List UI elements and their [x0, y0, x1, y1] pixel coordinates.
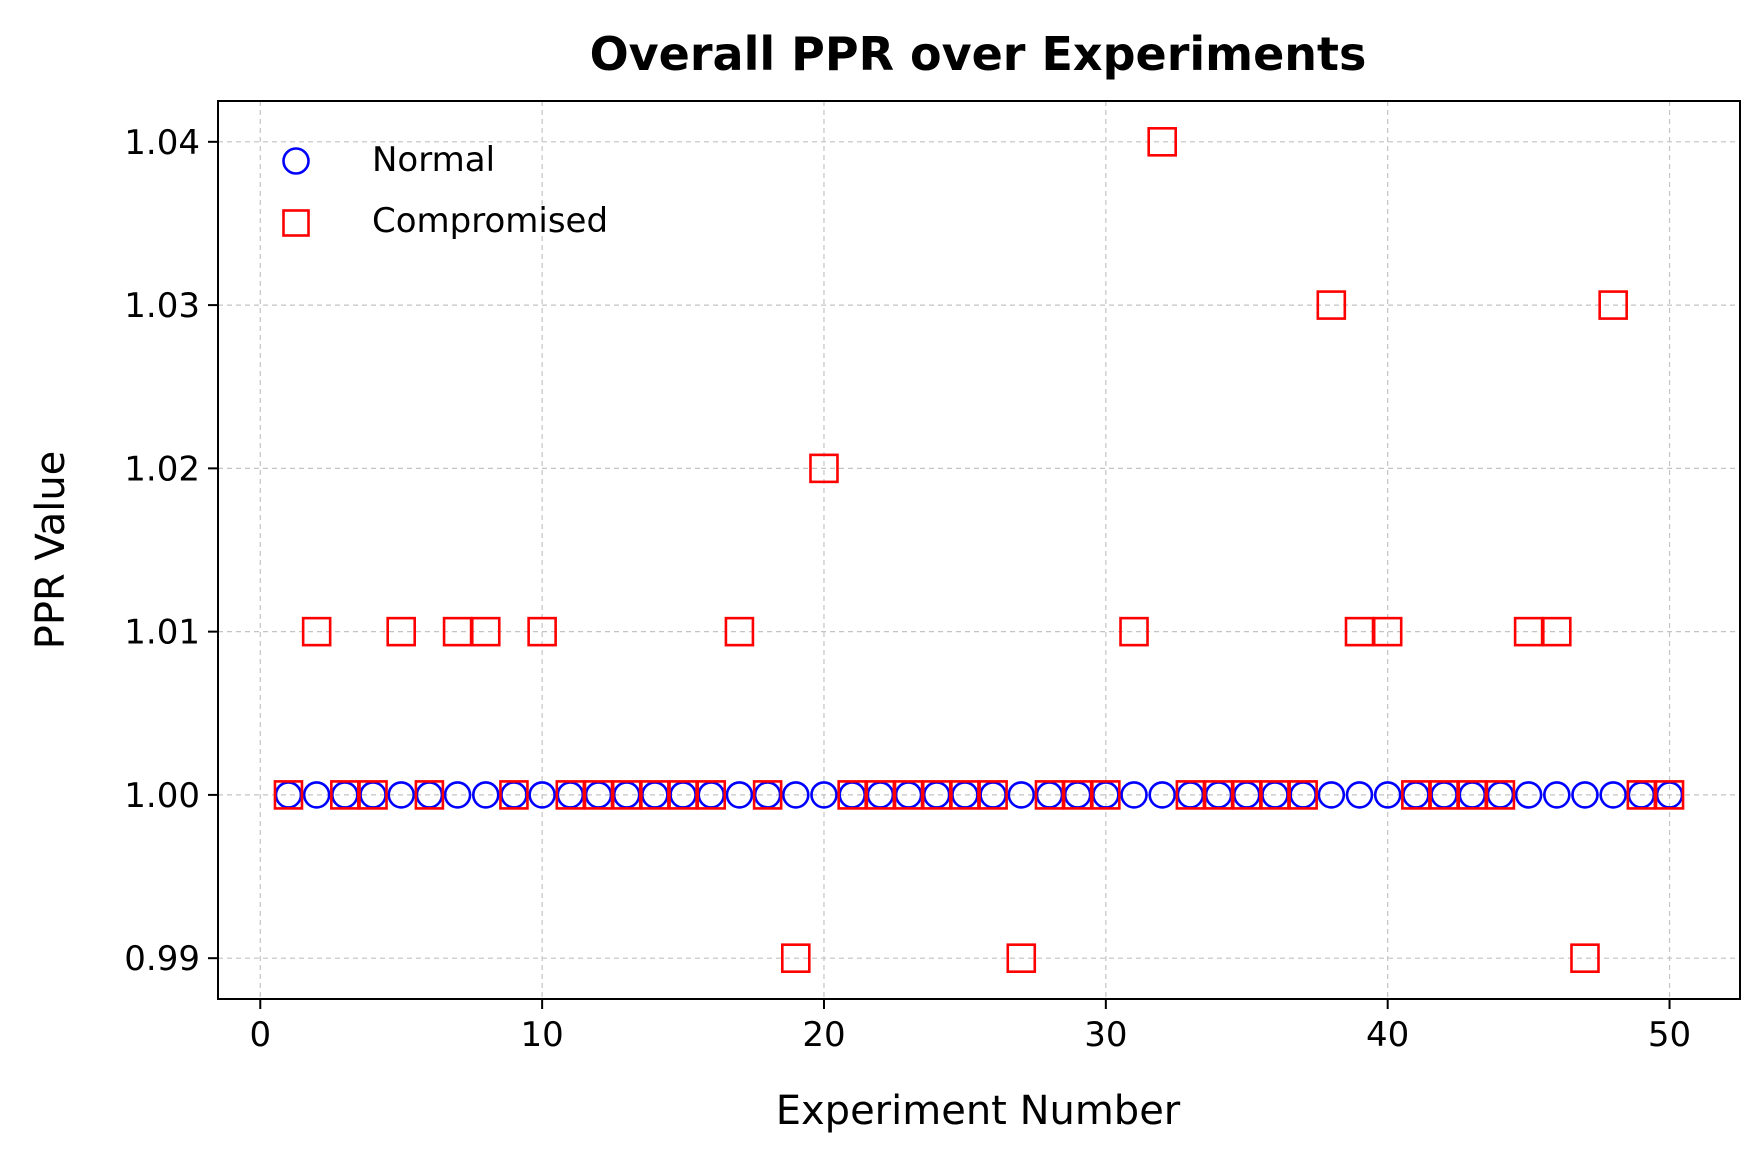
compromised-point [470, 616, 501, 647]
compromised-point [527, 616, 557, 647]
x-tick-label: 20 [802, 1015, 845, 1055]
normal-point [1514, 781, 1543, 809]
normal-point [1148, 781, 1177, 809]
y-tick-label: 1.01 [124, 613, 200, 653]
normal-point [1120, 781, 1148, 809]
y-axis-label: PPR Value [28, 451, 74, 650]
compromised-point [1598, 290, 1628, 320]
compromised-point [780, 943, 811, 973]
compromised-point [696, 780, 727, 810]
compromised-point [1541, 616, 1572, 647]
normal-point [1542, 781, 1571, 809]
normal-point [810, 781, 838, 809]
compromised-point [386, 616, 417, 647]
compromised-point [1654, 780, 1685, 810]
normal-point [1007, 781, 1036, 809]
normal-point [781, 781, 810, 809]
x-tick-label: 40 [1366, 1015, 1409, 1055]
y-tick-label: 1.00 [124, 776, 200, 816]
normal-point [471, 781, 500, 809]
legend-normal-label: Normal [372, 140, 495, 180]
normal-point [1317, 781, 1346, 809]
y-tick-label: 0.99 [124, 939, 200, 979]
x-tick-label: 50 [1648, 1015, 1691, 1055]
legend-compromised-label: Compromised [372, 201, 608, 241]
chart-title: Overall PPR over Experiments [590, 27, 1367, 81]
compromised-point [1119, 616, 1149, 647]
x-axis-label: Experiment Number [776, 1088, 1181, 1134]
normal-point [387, 781, 416, 809]
x-tick-label: 30 [1084, 1015, 1127, 1055]
compromised-point [724, 616, 755, 647]
compromised-point [1372, 616, 1403, 647]
compromised-point [301, 616, 332, 647]
normal-point [1571, 781, 1599, 809]
compromised-point [1485, 780, 1516, 810]
legend: Normal Compromised [282, 140, 608, 241]
normal-point [302, 781, 331, 809]
compromised-point [499, 780, 529, 810]
compromised-point [1316, 290, 1347, 320]
compromised-point [414, 780, 445, 810]
plot-frame [217, 100, 1741, 1000]
normal-point [528, 781, 556, 809]
normal-point [1345, 781, 1374, 809]
y-axis-ticks: 0.99 1.00 1.01 1.02 1.03 1.04 [124, 123, 218, 979]
compromised-point [1091, 780, 1121, 810]
normal-point [725, 781, 754, 809]
plot-area [218, 101, 1740, 999]
y-tick-label: 1.02 [124, 449, 200, 489]
y-tick-label: 1.03 [124, 286, 200, 326]
legend-compromised-marker [282, 209, 310, 237]
legend-normal-marker [282, 147, 310, 175]
compromised-point [809, 453, 839, 484]
compromised-point [752, 780, 783, 810]
compromised-point [1006, 943, 1037, 973]
compromised-point [358, 780, 388, 810]
x-tick-label: 10 [520, 1015, 563, 1055]
compromised-point [1288, 780, 1318, 810]
x-tick-label: 0 [249, 1015, 271, 1055]
compromised-point [1147, 127, 1178, 157]
normal-point [443, 781, 472, 809]
normal-point [1373, 781, 1402, 809]
compromised-point [1570, 943, 1600, 973]
normal-point [1599, 781, 1627, 809]
y-tick-label: 1.04 [124, 123, 200, 163]
compromised-series [273, 127, 1685, 973]
compromised-point [978, 780, 1008, 810]
compromised-point [273, 780, 304, 810]
x-axis-ticks: 0 10 20 30 40 50 [249, 999, 1691, 1055]
